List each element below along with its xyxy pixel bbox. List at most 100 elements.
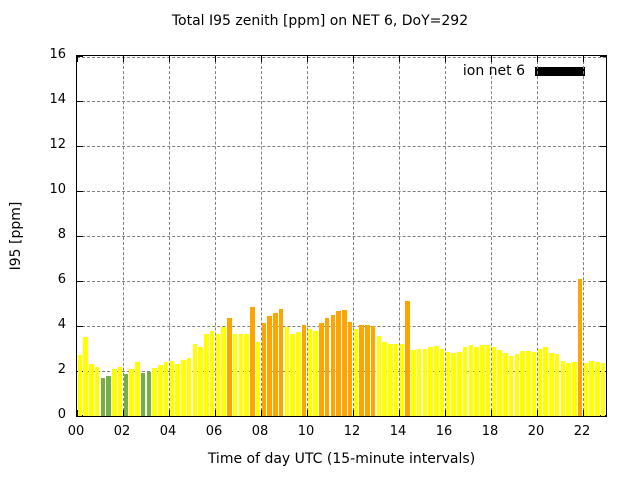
gridline-horizontal: [77, 326, 606, 327]
bar-03:30: [158, 365, 163, 416]
bar-22:45: [600, 363, 606, 416]
y-tick-label: 8: [57, 227, 66, 242]
bar-14:00: [399, 344, 405, 416]
bar-20:45: [554, 354, 560, 416]
x-tick-label: 20: [527, 424, 545, 439]
y-axis-title: I95 [ppm]: [8, 201, 24, 271]
plot-area: ion net 6: [76, 55, 607, 417]
bar-06:00: [215, 333, 221, 416]
bar-08:15: [267, 315, 272, 416]
x-tick-label: 22: [573, 424, 591, 439]
bar-08:30: [273, 312, 278, 416]
bar-17:00: [468, 345, 474, 416]
bar-21:45: [577, 278, 583, 416]
x-tick-label: 00: [67, 424, 85, 439]
x-tick-label: 06: [205, 424, 223, 439]
y-tick-mark: [77, 281, 83, 282]
bar-19:15: [520, 350, 525, 416]
legend-label: ion net 6: [462, 63, 525, 79]
bar-13:00: [376, 336, 382, 416]
y-tick-mark: [77, 56, 83, 57]
bar-15:45: [439, 348, 445, 416]
bar-11:30: [342, 310, 347, 416]
bar-03:00: [146, 372, 152, 416]
y-tick-label: 4: [57, 317, 66, 332]
bar-19:00: [514, 354, 520, 416]
bar-06:45: [232, 333, 238, 416]
bar-07:00: [238, 333, 244, 416]
y-tick-label: 14: [49, 92, 66, 107]
y-tick-mark: [77, 101, 83, 102]
bar-06:30: [227, 318, 232, 416]
bar-19:30: [526, 350, 531, 416]
bar-22:00: [583, 363, 589, 416]
gridline-horizontal: [77, 191, 606, 192]
bar-10:00: [307, 329, 313, 416]
x-tick-label: 08: [251, 424, 269, 439]
bar-14:30: [411, 349, 416, 416]
bar-01:45: [117, 366, 123, 416]
x-tick-mark: [353, 56, 354, 62]
y-tick-mark: [77, 191, 83, 192]
bar-10:15: [313, 330, 318, 416]
bar-05:15: [198, 347, 203, 416]
x-tick-mark: [307, 56, 308, 62]
bar-15:30: [434, 346, 439, 416]
y-tick-mark: [600, 56, 606, 57]
bar-13:30: [388, 344, 393, 416]
gridline-horizontal: [77, 371, 606, 372]
bar-14:15: [405, 301, 410, 416]
y-tick-label: 0: [57, 407, 66, 422]
bar-16:00: [445, 351, 451, 416]
x-tick-label: 02: [113, 424, 131, 439]
bar-22:15: [589, 360, 594, 416]
x-tick-label: 16: [435, 424, 453, 439]
bar-15:00: [422, 348, 428, 416]
bar-17:15: [474, 347, 479, 416]
bar-18:00: [491, 347, 497, 416]
y-tick-label: 6: [57, 272, 66, 287]
bar-13:45: [393, 344, 399, 416]
bar-04:45: [186, 357, 192, 416]
legend: ion net 6: [463, 63, 585, 79]
bar-16:15: [451, 353, 456, 416]
bar-18:15: [497, 349, 502, 416]
y-tick-mark: [600, 191, 606, 192]
x-axis-title: Time of day UTC (15-minute intervals): [207, 451, 476, 467]
bar-13:15: [382, 341, 387, 416]
bar-20:30: [549, 353, 554, 416]
x-tick-mark: [583, 56, 584, 62]
bar-05:30: [204, 333, 209, 416]
bar-22:30: [595, 362, 600, 416]
bar-12:00: [353, 329, 359, 416]
bar-04:30: [181, 359, 186, 416]
x-tick-label: 04: [159, 424, 177, 439]
bar-02:45: [140, 373, 146, 416]
x-tick-mark: [77, 56, 78, 62]
y-tick-mark: [77, 236, 83, 237]
bar-14:45: [416, 348, 422, 416]
bar-18:30: [503, 353, 508, 416]
gridline-horizontal: [77, 281, 606, 282]
x-tick-mark: [123, 56, 124, 62]
x-tick-mark: [261, 56, 262, 62]
bar-04:15: [175, 364, 180, 416]
x-tick-mark: [491, 56, 492, 62]
x-tick-label: 18: [481, 424, 499, 439]
x-tick-mark: [445, 56, 446, 62]
y-tick-mark: [77, 326, 83, 327]
bar-08:45: [278, 309, 284, 416]
bar-17:30: [480, 345, 485, 416]
y-tick-mark: [600, 281, 606, 282]
y-tick-mark: [600, 101, 606, 102]
bar-21:15: [566, 363, 571, 416]
bar-20:15: [543, 347, 548, 416]
bar-11:45: [347, 321, 353, 416]
bar-05:45: [209, 330, 215, 416]
bar-07:30: [250, 306, 255, 416]
bar-07:15: [244, 333, 249, 416]
bar-00:15: [83, 337, 88, 416]
x-tick-mark: [215, 56, 216, 62]
x-tick-mark: [169, 56, 170, 62]
